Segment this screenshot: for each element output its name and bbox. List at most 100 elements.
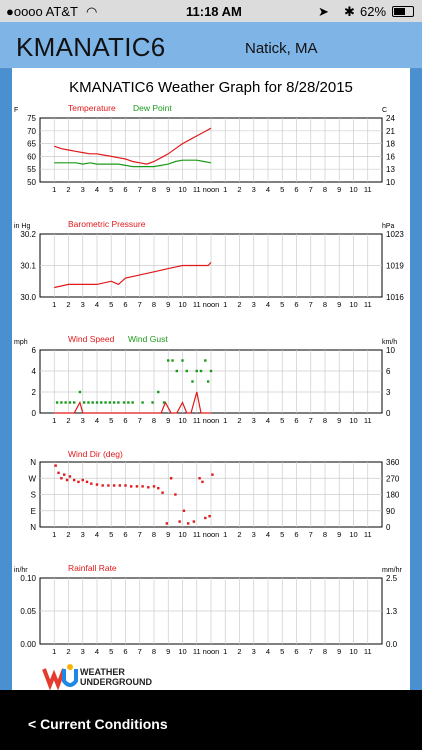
x-tick-label: 5: [280, 416, 284, 425]
left-tick-label: 0.10: [20, 574, 36, 583]
data-point: [169, 477, 173, 480]
data-point: [108, 401, 112, 404]
x-tick-label: 6: [294, 300, 298, 309]
x-tick-label: 8: [152, 530, 156, 539]
right-tick-label: 270: [386, 474, 400, 483]
data-point: [85, 480, 89, 484]
x-tick-label: 8: [152, 185, 156, 194]
right-tick-label: 10: [386, 178, 395, 187]
data-point: [192, 520, 196, 523]
data-point: [64, 401, 67, 404]
x-tick-label: 3: [252, 185, 256, 194]
x-tick-label: 9: [337, 530, 341, 539]
x-tick-label: 3: [81, 300, 85, 309]
data-point: [95, 483, 99, 486]
left-tick-label: S: [31, 491, 36, 500]
right-unit-label: C: [382, 107, 387, 114]
x-tick-label: 10: [178, 647, 186, 656]
x-tick-label: 3: [252, 300, 256, 309]
x-tick-label: 10: [349, 300, 357, 309]
left-tick-label: 30.2: [20, 230, 36, 239]
x-tick-label: 1: [52, 530, 56, 539]
x-tick-label: 3: [252, 647, 256, 656]
left-tick-label: 0: [32, 409, 37, 418]
x-tick-label: 6: [294, 647, 298, 656]
x-tick-label: 2: [66, 647, 70, 656]
location-label: Natick, MA: [245, 40, 318, 57]
data-point: [206, 380, 210, 383]
right-tick-label: 13: [386, 165, 395, 174]
x-tick-label: 7: [138, 647, 142, 656]
x-tick-label: 11: [364, 185, 372, 194]
right-tick-label: 24: [386, 114, 395, 123]
x-tick-label: 7: [138, 416, 142, 425]
bottom-toolbar: < Current Conditions: [0, 690, 422, 750]
weather-graph: KMANATIC6 Weather Graph for 8/28/2015 75 7…: [12, 68, 410, 690]
data-point: [185, 369, 188, 373]
x-tick-label: 4: [266, 300, 270, 309]
x-tick-label: 1: [52, 185, 56, 194]
right-tick-label: 10: [386, 346, 395, 355]
data-point: [209, 369, 213, 373]
x-tick-label: 9: [337, 416, 341, 425]
x-tick-label: 1: [52, 300, 56, 309]
x-tick-label: 9: [337, 647, 341, 656]
left-tick-label: 30.1: [20, 262, 36, 271]
right-tick-label: 18: [386, 140, 395, 149]
legend-label: Rainfall Rate: [68, 563, 117, 573]
bluetooth-icon: ✱: [344, 4, 355, 19]
x-tick-label: noon: [203, 300, 220, 309]
x-tick-label: 11: [193, 300, 201, 309]
x-tick-label: 9: [166, 185, 170, 194]
x-tick-label: 10: [349, 647, 357, 656]
legend-label: Wind Speed: [68, 334, 115, 344]
battery-icon: [392, 6, 414, 17]
left-tick-label: N: [30, 523, 36, 532]
x-tick-label: 11: [364, 416, 372, 425]
right-tick-label: 3: [386, 388, 391, 397]
x-tick-label: 2: [66, 185, 70, 194]
data-point: [101, 484, 104, 487]
x-tick-label: 3: [81, 185, 85, 194]
data-point: [191, 380, 194, 383]
x-tick-label: 1: [223, 185, 227, 194]
location-arrow-icon: ➤: [318, 4, 329, 19]
x-tick-label: 11: [364, 530, 372, 539]
x-tick-label: 6: [294, 185, 298, 194]
data-point: [167, 359, 170, 362]
x-tick-label: 11: [364, 647, 372, 656]
x-tick-label: 6: [294, 530, 298, 539]
x-tick-label: 7: [138, 530, 142, 539]
x-tick-label: 5: [280, 530, 284, 539]
data-point: [147, 486, 150, 489]
left-tick-label: 0.00: [20, 640, 36, 649]
data-point: [127, 401, 130, 404]
data-point: [171, 359, 174, 362]
x-tick-label: 6: [123, 530, 127, 539]
left-tick-label: 50: [27, 178, 36, 187]
x-tick-label: 8: [323, 530, 327, 539]
data-point: [157, 486, 160, 490]
x-tick-label: 6: [123, 300, 127, 309]
current-conditions-button[interactable]: < Current Conditions: [28, 716, 168, 732]
data-point: [198, 477, 201, 480]
x-tick-label: 3: [252, 530, 256, 539]
data-point: [124, 484, 127, 487]
left-tick-label: W: [28, 474, 36, 483]
left-tick-label: 30.0: [20, 293, 36, 302]
x-tick-label: 6: [123, 647, 127, 656]
series-line: [54, 127, 212, 165]
x-tick-label: 4: [266, 416, 270, 425]
x-tick-label: 9: [166, 647, 170, 656]
data-point: [100, 401, 103, 404]
x-tick-label: 11: [193, 185, 201, 194]
data-point: [175, 369, 178, 373]
series-line: [54, 391, 211, 414]
data-point: [157, 390, 160, 394]
data-point: [131, 401, 134, 404]
x-tick-label: 6: [123, 416, 127, 425]
data-point: [65, 478, 69, 482]
data-point: [130, 485, 133, 488]
x-tick-label: 9: [337, 300, 341, 309]
right-tick-label: 90: [386, 507, 395, 516]
